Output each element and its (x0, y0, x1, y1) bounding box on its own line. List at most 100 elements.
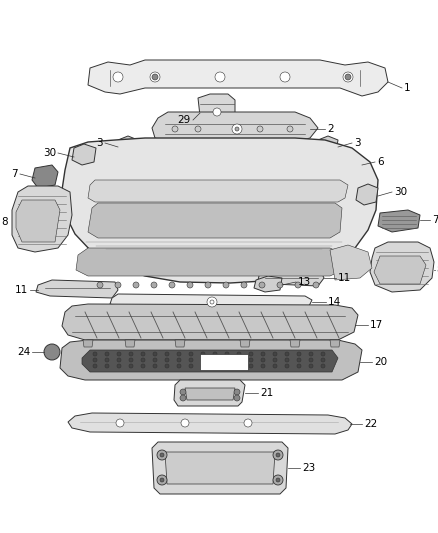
Circle shape (261, 358, 265, 362)
Circle shape (105, 358, 109, 362)
Circle shape (160, 453, 164, 457)
Polygon shape (258, 268, 324, 286)
Circle shape (157, 450, 167, 460)
Circle shape (165, 352, 169, 356)
Circle shape (321, 364, 325, 368)
Text: 20: 20 (374, 357, 387, 367)
Circle shape (237, 358, 241, 362)
Circle shape (287, 126, 293, 132)
Circle shape (249, 352, 253, 356)
Text: 24: 24 (17, 347, 30, 357)
Polygon shape (110, 294, 312, 308)
Circle shape (133, 282, 139, 288)
Circle shape (141, 352, 145, 356)
Circle shape (187, 282, 193, 288)
Circle shape (210, 300, 214, 304)
Text: 23: 23 (302, 463, 315, 473)
Circle shape (225, 358, 229, 362)
Polygon shape (152, 112, 318, 142)
Circle shape (117, 352, 121, 356)
Circle shape (141, 364, 145, 368)
Text: 11: 11 (338, 273, 351, 283)
Polygon shape (330, 245, 372, 280)
Text: 8: 8 (1, 217, 8, 227)
Circle shape (309, 364, 313, 368)
Circle shape (213, 352, 217, 356)
Circle shape (129, 364, 133, 368)
Text: 11: 11 (15, 285, 28, 295)
Polygon shape (185, 388, 235, 400)
Polygon shape (175, 340, 185, 347)
Polygon shape (32, 165, 58, 188)
Circle shape (105, 352, 109, 356)
Circle shape (213, 108, 221, 116)
Circle shape (285, 358, 289, 362)
Circle shape (241, 282, 247, 288)
Circle shape (165, 364, 169, 368)
Polygon shape (152, 442, 288, 494)
Circle shape (153, 364, 157, 368)
Circle shape (225, 352, 229, 356)
Polygon shape (316, 136, 338, 155)
Circle shape (201, 358, 205, 362)
Polygon shape (330, 340, 340, 347)
Text: 3: 3 (354, 138, 360, 148)
Circle shape (207, 297, 217, 307)
Circle shape (235, 127, 239, 131)
Circle shape (273, 475, 283, 485)
Circle shape (237, 364, 241, 368)
Circle shape (116, 419, 124, 427)
Circle shape (313, 282, 319, 288)
Circle shape (277, 282, 283, 288)
Polygon shape (72, 144, 96, 165)
Polygon shape (88, 180, 348, 202)
Polygon shape (200, 354, 248, 370)
Circle shape (213, 358, 217, 362)
Circle shape (225, 364, 229, 368)
Polygon shape (88, 60, 388, 96)
Circle shape (232, 124, 242, 134)
Text: 21: 21 (260, 388, 273, 398)
Text: 14: 14 (328, 297, 341, 307)
Polygon shape (116, 136, 138, 155)
Circle shape (153, 358, 157, 362)
Circle shape (297, 358, 301, 362)
Text: 7: 7 (432, 215, 438, 225)
Text: 17: 17 (370, 320, 383, 330)
Circle shape (141, 358, 145, 362)
Circle shape (172, 126, 178, 132)
Circle shape (169, 282, 175, 288)
Circle shape (285, 364, 289, 368)
Polygon shape (338, 154, 362, 173)
Circle shape (259, 282, 265, 288)
Circle shape (309, 358, 313, 362)
Circle shape (181, 419, 189, 427)
Circle shape (257, 126, 263, 132)
Circle shape (115, 282, 121, 288)
Polygon shape (370, 242, 434, 292)
Circle shape (105, 364, 109, 368)
Circle shape (234, 395, 240, 401)
Circle shape (160, 478, 164, 482)
Circle shape (152, 74, 158, 80)
Circle shape (295, 282, 301, 288)
Circle shape (205, 282, 211, 288)
Circle shape (244, 419, 252, 427)
Text: 8: 8 (436, 265, 438, 275)
Circle shape (151, 282, 157, 288)
Circle shape (276, 478, 280, 482)
Text: 29: 29 (177, 115, 190, 125)
Circle shape (189, 352, 193, 356)
Circle shape (249, 364, 253, 368)
Polygon shape (68, 413, 352, 434)
Circle shape (180, 389, 186, 395)
Polygon shape (62, 304, 358, 340)
Polygon shape (12, 186, 72, 252)
Polygon shape (16, 200, 60, 242)
Text: 30: 30 (43, 148, 56, 158)
Polygon shape (165, 452, 275, 484)
Circle shape (345, 74, 351, 80)
Polygon shape (174, 380, 245, 406)
Polygon shape (62, 138, 378, 283)
Circle shape (297, 364, 301, 368)
